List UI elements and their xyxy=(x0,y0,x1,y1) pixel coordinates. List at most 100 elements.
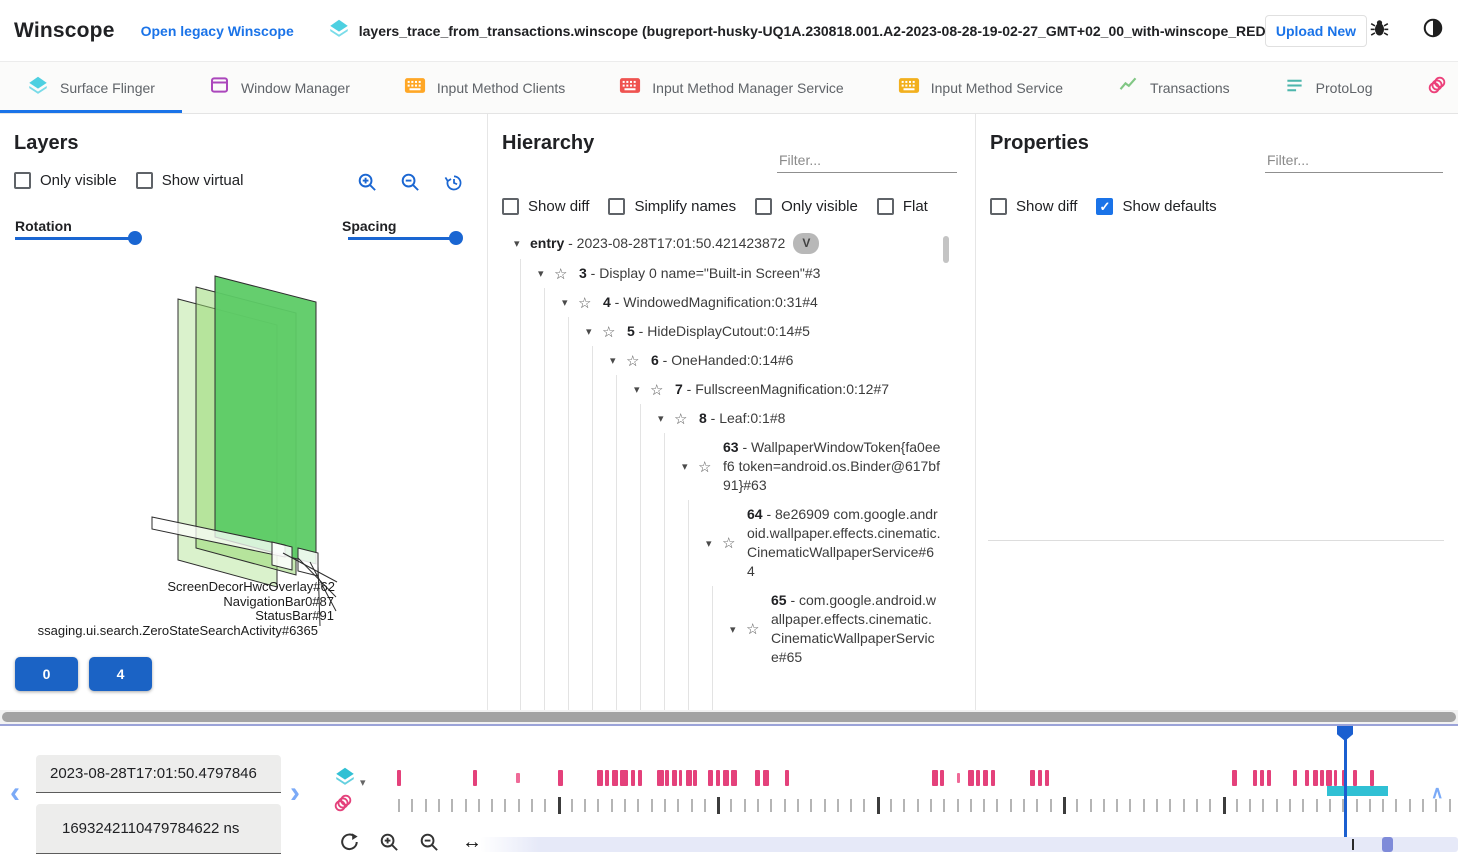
transition-mark xyxy=(620,770,628,786)
tree-node-8[interactable]: ▾ ☆ 8 - Leaf:0:1#8 xyxy=(488,404,975,433)
tree-node-entry[interactable]: ▾ entry - 2023-08-28T17:01:50.421423872 V xyxy=(488,228,975,259)
timeline-zoom-out-icon[interactable] xyxy=(419,832,440,858)
expand-caret-icon[interactable]: ▾ xyxy=(586,326,592,338)
open-legacy-winscope-link[interactable]: Open legacy Winscope xyxy=(140,22,294,39)
rotation-slider-track[interactable] xyxy=(15,237,140,240)
timestamp-ns-field[interactable]: 1693242110479784622 ns xyxy=(36,804,281,854)
surface-flinger-trace-icon[interactable] xyxy=(334,766,356,792)
checkbox-only-visible[interactable]: Only visible xyxy=(755,198,858,215)
pin-star-icon[interactable]: ☆ xyxy=(698,458,712,476)
expand-caret-icon[interactable]: ▾ xyxy=(610,355,616,367)
expand-caret-icon[interactable]: ▾ xyxy=(682,461,688,473)
tree-node-7[interactable]: ▾ ☆ 7 - FullscreenMagnification:0:12#7 xyxy=(488,375,975,404)
spacing-slider-track[interactable] xyxy=(348,237,460,240)
checkbox-box[interactable] xyxy=(990,198,1007,215)
zoom-in-icon[interactable] xyxy=(357,172,378,198)
checkbox-box[interactable] xyxy=(135,172,153,189)
bug-report-icon[interactable] xyxy=(1369,18,1390,44)
pin-star-icon[interactable]: ☆ xyxy=(650,381,664,399)
reset-zoom-icon[interactable] xyxy=(339,832,359,857)
horizontal-scrollbar-thumb[interactable] xyxy=(2,712,1456,722)
layers-zoom-tools xyxy=(357,172,465,198)
transition-mark xyxy=(957,773,960,783)
checkbox-only-visible[interactable]: Only visible xyxy=(14,172,117,189)
spacing-slider-thumb[interactable] xyxy=(449,231,463,245)
properties-panel-title: Properties xyxy=(990,132,1089,154)
next-entry-button[interactable]: › xyxy=(290,776,300,809)
expand-caret-icon[interactable]: ▾ xyxy=(634,384,640,396)
transitions-trace-icon[interactable] xyxy=(332,792,354,819)
scene-label[interactable]: NavigationBar0#87 xyxy=(223,594,334,609)
transition-mark xyxy=(785,770,789,786)
tab-input-method-service[interactable]: Input Method Service xyxy=(871,62,1090,113)
checkbox-box[interactable]: ✓ xyxy=(1096,198,1114,215)
tab-input-method-manager-service[interactable]: Input Method Manager Service xyxy=(592,62,870,113)
checkbox-box[interactable] xyxy=(608,198,626,215)
tab-window-manager[interactable]: Window Manager xyxy=(182,62,377,113)
checkbox-box[interactable] xyxy=(14,172,31,189)
expand-caret-icon[interactable]: ▾ xyxy=(706,537,712,550)
tab-protolog[interactable]: ProtoLog xyxy=(1257,62,1400,113)
hierarchy-filter-input[interactable] xyxy=(777,148,957,173)
checkbox-show-diff[interactable]: Show diff xyxy=(502,198,589,215)
timestamp-human-field[interactable]: 2023-08-28T17:01:50.4797846 xyxy=(36,755,281,793)
checkbox-show-virtual[interactable]: Show virtual xyxy=(135,172,243,189)
frame-tick xyxy=(677,799,679,812)
checkbox-show-diff[interactable]: Show diff xyxy=(990,198,1077,215)
dark-mode-icon[interactable] xyxy=(1422,17,1444,44)
tree-node-3[interactable]: ▾ ☆ 3 - Display 0 name="Built-in Screen"#3 xyxy=(488,259,975,288)
expand-timeline-button[interactable]: ∧ xyxy=(1431,783,1444,802)
pin-star-icon[interactable]: ☆ xyxy=(674,410,688,428)
transition-mark xyxy=(1305,770,1309,786)
timeline-zoom-strip[interactable] xyxy=(480,837,1458,852)
display-id-button[interactable]: 4 xyxy=(89,657,152,691)
expand-caret-icon[interactable]: ▾ xyxy=(658,413,664,425)
trace-select-caret-icon[interactable]: ▾ xyxy=(360,777,366,789)
scene-label[interactable]: StatusBar#91 xyxy=(255,608,334,623)
prev-entry-button[interactable]: ‹ xyxy=(10,776,20,809)
zoom-out-icon[interactable] xyxy=(400,172,421,198)
scene-label[interactable]: ScreenDecorHwcOverlay#62 xyxy=(167,579,335,594)
tab-surface-flinger[interactable]: Surface Flinger xyxy=(0,62,182,113)
expand-caret-icon[interactable]: ▾ xyxy=(514,238,520,250)
tree-node-63[interactable]: ▾ ☆ 63 - WallpaperWindowToken{fa0eef6 toke… xyxy=(488,433,975,500)
display-id-button[interactable]: 0 xyxy=(15,657,78,691)
checkbox-box[interactable] xyxy=(755,198,773,215)
hierarchy-scrollbar[interactable] xyxy=(943,236,949,263)
transition-mark xyxy=(708,770,713,786)
tree-node-65[interactable]: ▾ ☆ 65 - com.google.android.wallpaper.effe… xyxy=(488,586,975,672)
pin-star-icon[interactable]: ☆ xyxy=(626,352,640,370)
expand-caret-icon[interactable]: ▾ xyxy=(730,623,736,636)
layers-3d-scene[interactable] xyxy=(0,264,487,644)
tree-node-4[interactable]: ▾ ☆ 4 - WindowedMagnification:0:31#4 xyxy=(488,288,975,317)
timeline-zoom-in-icon[interactable] xyxy=(379,832,400,858)
tree-node-64[interactable]: ▾ ☆ 64 - 8e26909 com.google.android.wallpa… xyxy=(488,500,975,586)
zoom-strip-handle[interactable] xyxy=(1382,837,1393,852)
checkbox-box[interactable] xyxy=(876,198,894,215)
checkbox-box[interactable] xyxy=(502,198,519,215)
pin-star-icon[interactable]: ☆ xyxy=(602,323,616,341)
checkbox-flat[interactable]: Flat xyxy=(876,198,928,215)
tree-node-5[interactable]: ▾ ☆ 5 - HideDisplayCutout:0:14#5 xyxy=(488,317,975,346)
tab-transitions[interactable]: Transitions xyxy=(1399,62,1458,113)
expand-caret-icon[interactable]: ▾ xyxy=(562,297,568,309)
reset-view-icon[interactable] xyxy=(443,172,465,198)
pin-star-icon[interactable]: ☆ xyxy=(722,535,736,552)
scene-label[interactable]: ssaging.ui.search.ZeroStateSearchActivit… xyxy=(37,623,318,638)
properties-filter-input[interactable] xyxy=(1265,148,1443,173)
checkbox-simplify-names[interactable]: Simplify names xyxy=(608,198,736,215)
frame-tick xyxy=(544,799,546,812)
pin-star-icon[interactable]: ☆ xyxy=(578,294,592,312)
expand-caret-icon[interactable]: ▾ xyxy=(538,268,544,280)
frame-tick xyxy=(1023,799,1025,812)
pin-star-icon[interactable]: ☆ xyxy=(746,621,760,638)
tree-node-6[interactable]: ▾ ☆ 6 - OneHanded:0:14#6 xyxy=(488,346,975,375)
tab-transactions[interactable]: Transactions xyxy=(1090,62,1257,113)
tab-input-method-clients[interactable]: Input Method Clients xyxy=(377,62,592,113)
rotation-slider-thumb[interactable] xyxy=(128,231,142,245)
transition-mark xyxy=(1353,770,1357,786)
checkbox-show-defaults[interactable]: ✓ Show defaults xyxy=(1096,198,1217,215)
pin-star-icon[interactable]: ☆ xyxy=(554,265,568,283)
horizontal-scrollbar[interactable] xyxy=(0,710,1458,724)
upload-new-button[interactable]: Upload New xyxy=(1264,14,1367,47)
